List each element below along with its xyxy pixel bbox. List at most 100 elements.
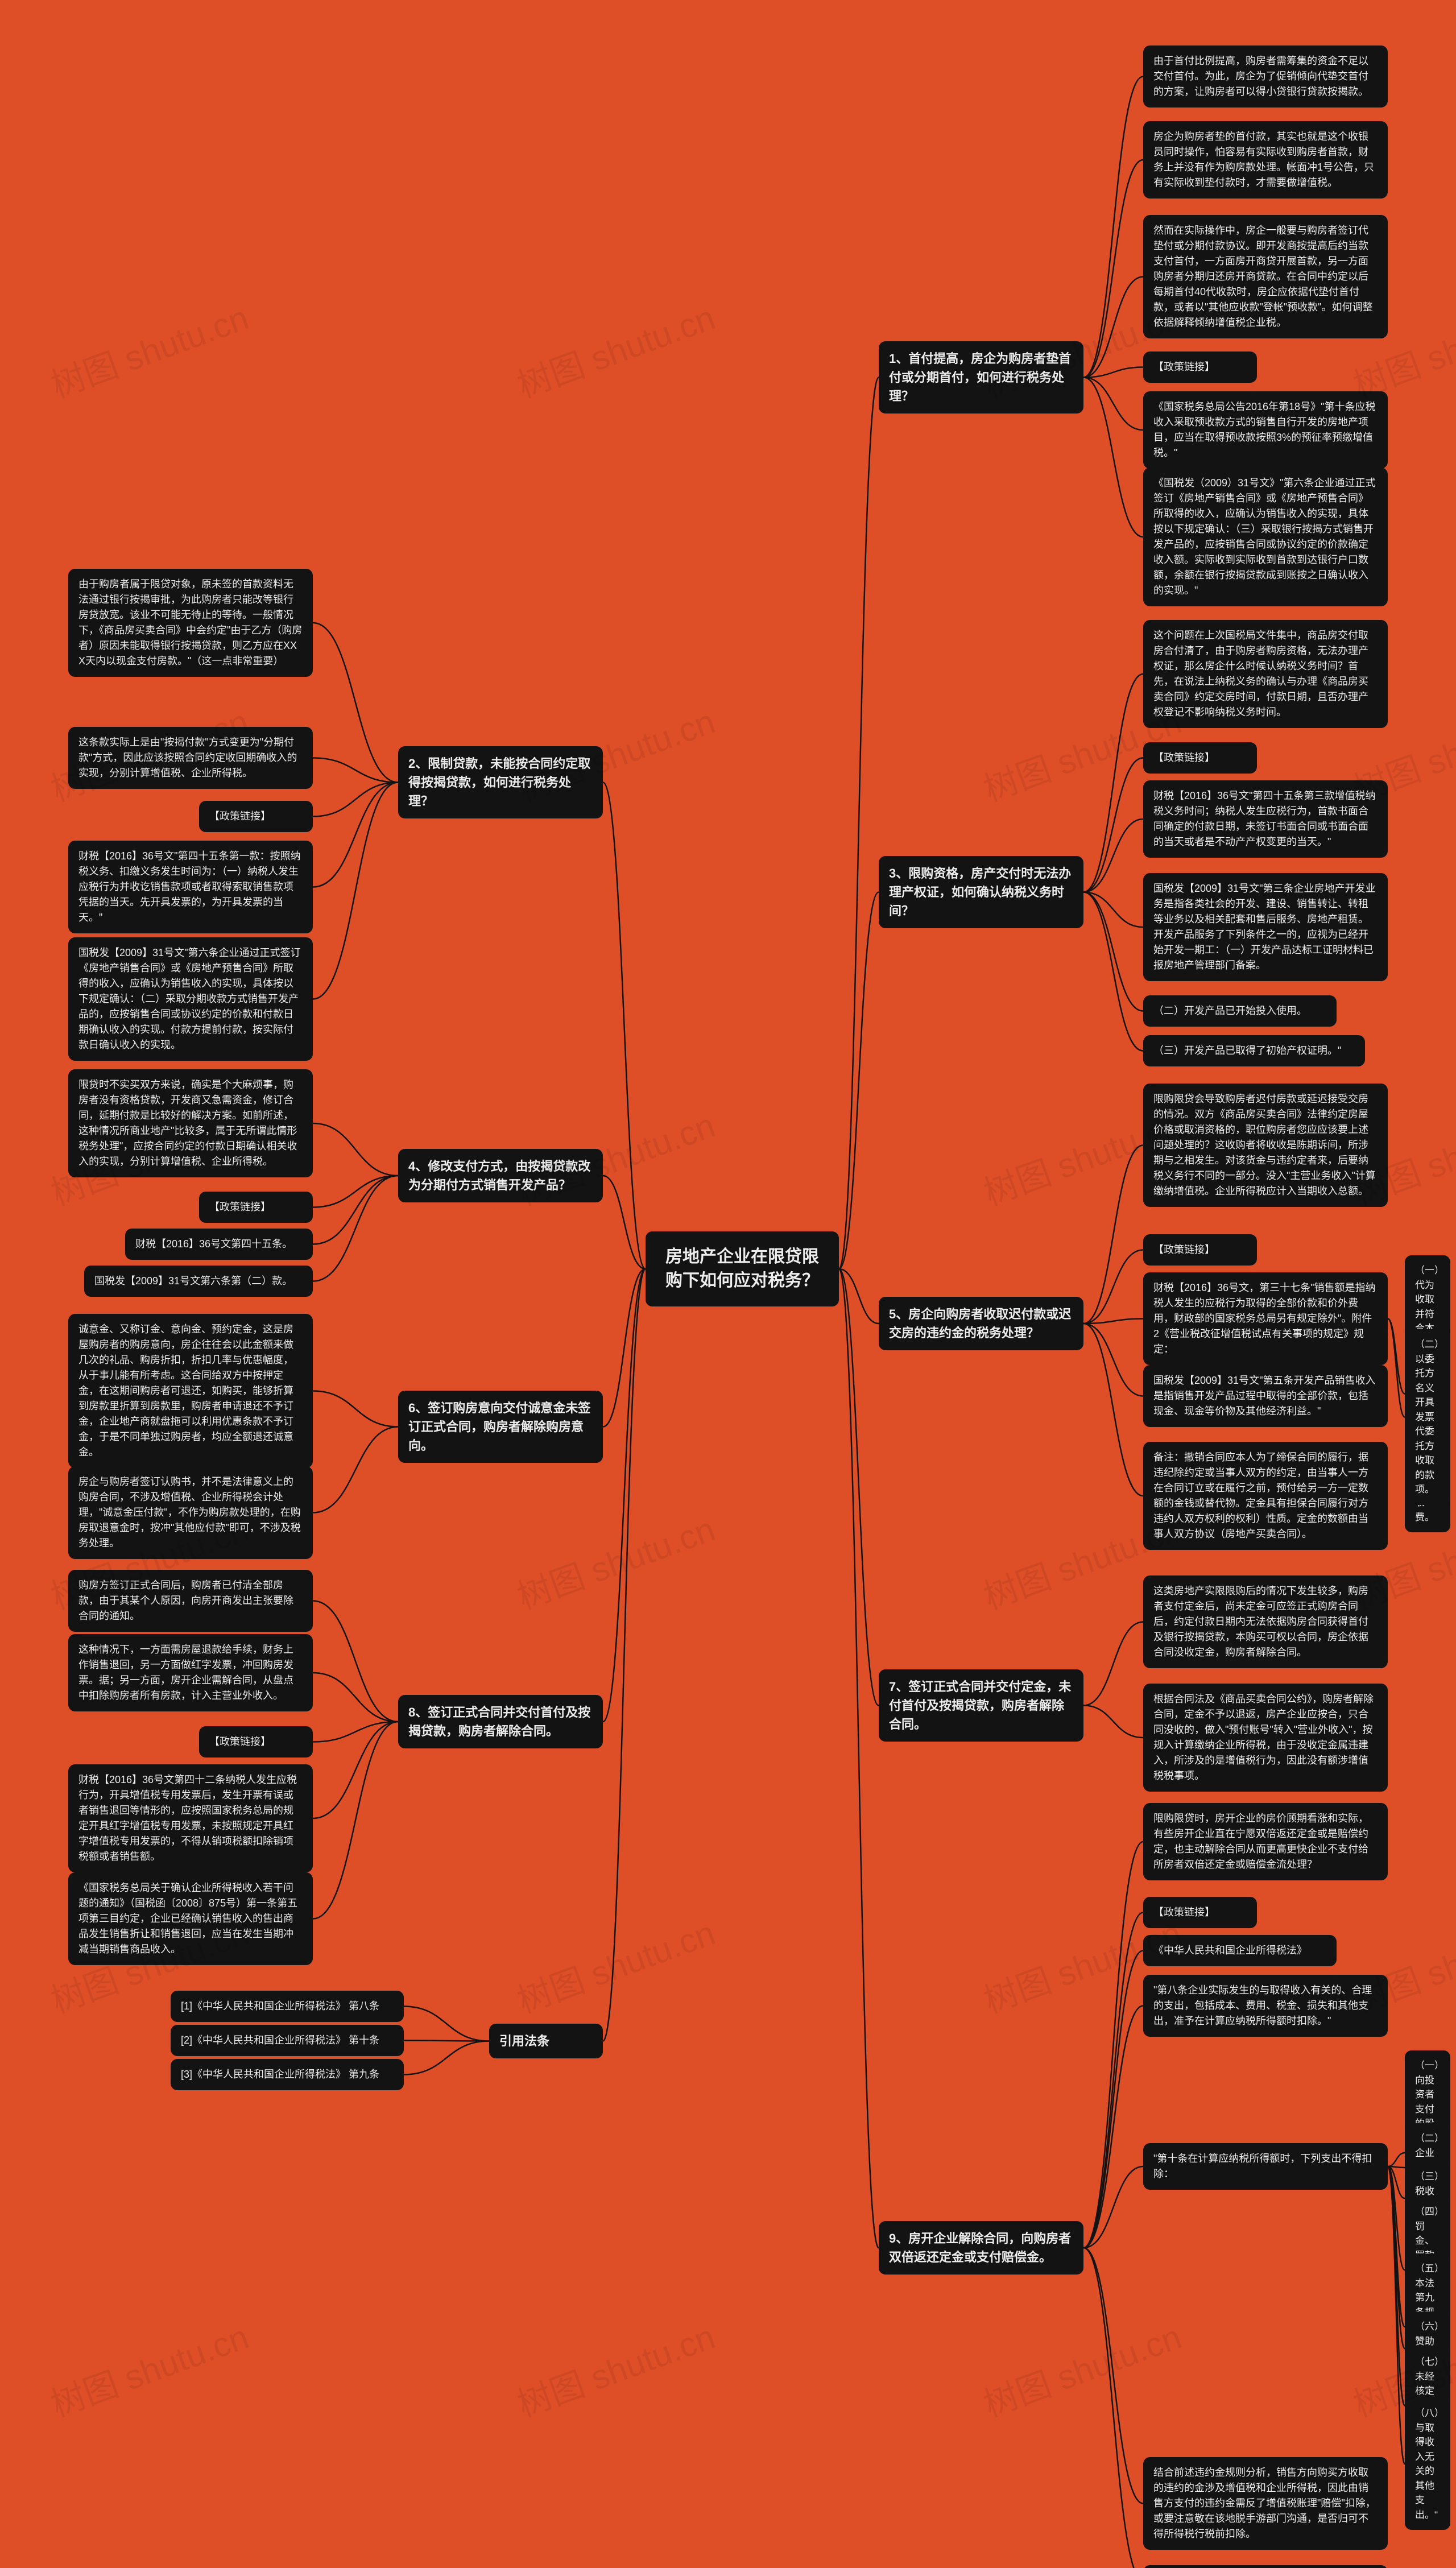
mindmap-node: 3、限购资格，房产交付时无法办理产权证，如何确认纳税义务时间？ bbox=[879, 856, 1083, 928]
mindmap-node: 5、房企向购房者收取迟付款或迟交房的违约金的税务处理？ bbox=[879, 1297, 1083, 1350]
node-text: 6、签订购房意向交付诚意金未签订正式合同，购房者解除购房意向。 bbox=[408, 1401, 590, 1453]
mindmap-node: （二）开发产品已开始投入使用。 bbox=[1143, 995, 1337, 1027]
mindmap-node: 《国家税务总局关于确认企业所得税收入若干问题的通知》（国税函〔2008〕875号… bbox=[68, 1872, 313, 1965]
node-text: 7、签订正式合同并交付定金，未付首付及按揭贷款，购房者解除合同。 bbox=[889, 1680, 1071, 1731]
node-text: 限购限贷时，房开企业的房价顾期看涨和实际，有些房开企业直在宁愿双倍返还定金或是赔… bbox=[1153, 1813, 1368, 1870]
node-text: 然而在实际操作中，房企一般要与购房者签订代垫付或分期付款协议。即开发商按提高后约… bbox=[1153, 225, 1373, 328]
mindmap-node: 国税发【2009】31号文"第六条企业通过正式签订《房地产销售合同》或《房地产预… bbox=[68, 937, 313, 1061]
mindmap-node: 然而在实际操作中，房企一般要与购房者签订代垫付或分期付款协议。即开发商按提高后约… bbox=[1143, 215, 1388, 338]
mindmap-node: 【政策链接】 bbox=[199, 801, 313, 832]
node-text: （二）以委托方名义开具发票代委托方收取的款项。 bbox=[1415, 1339, 1440, 1495]
node-text: 1、首付提高，房企为购房者垫首付或分期首付，如何进行税务处理？ bbox=[889, 352, 1071, 403]
watermark: 树图 shutu.cn bbox=[510, 2309, 721, 2426]
watermark: 树图 shutu.cn bbox=[510, 290, 721, 407]
mindmap-node: 国税发【2009】31号文"第五条开发产品销售收入是指销售开发产品过程中取得的全… bbox=[1143, 1365, 1388, 1427]
node-text: 财税【2016】36号文"第四十五条第一款：按照纳税义务、扣缴义务发生时间为：（… bbox=[78, 850, 300, 923]
node-text: 这个问题在上次国税局文件集中，商品房交付取房合付清了，由于购房者购房资格，无法办… bbox=[1153, 630, 1368, 718]
mindmap-node: 限购限贷时，房开企业的房价顾期看涨和实际，有些房开企业直在宁愿双倍返还定金或是赔… bbox=[1143, 1803, 1388, 1880]
mindmap-node: 财税【2016】36号文"第四十五条第一款：按照纳税义务、扣缴义务发生时间为：（… bbox=[68, 841, 313, 933]
node-text: 财税【2016】36号文，第三十七条"销售额是指纳税人发生的应税行为取得的全部价… bbox=[1153, 1282, 1375, 1355]
mindmap-node: "第十条在计算应纳税所得额时，下列支出不得扣除： bbox=[1143, 2143, 1388, 2190]
mindmap-node: 财税【2016】36号文"第四十五条第三款增值税纳税义务时间；纳税人发生应税行为… bbox=[1143, 780, 1388, 858]
watermark: 树图 shutu.cn bbox=[510, 1905, 721, 2023]
mindmap-node: 总结：限购限贷，房地产企业真应对个税问。 bbox=[1143, 2565, 1388, 2568]
node-text: 这条款实际上是由"按揭付款"方式变更为"分期付款"方式，因此应该按照合同约定收回… bbox=[78, 737, 297, 779]
node-text: 2、限制贷款，未能按合同约定取得按揭贷款，如何进行税务处理？ bbox=[408, 756, 590, 808]
mindmap-node: 限购限贷会导致购房者迟付房款或延迟接受交房的情况。双方《商品房买卖合同》法律约定… bbox=[1143, 1084, 1388, 1207]
node-text: 备注：撤销合同应本人为了缔保合同的履行，据违纪除约定或当事人双方的约定，由当事人… bbox=[1153, 1452, 1368, 1540]
mindmap-node: 结合前述违约金规则分析，销售方向购买方收取的违约的金涉及增值税和企业所得税，因此… bbox=[1143, 2457, 1388, 2550]
mindmap-node: 备注：撤销合同应本人为了缔保合同的履行，据违纪除约定或当事人双方的约定，由当事人… bbox=[1143, 1442, 1388, 1550]
node-text: 限贷时不实买双方来说，确实是个大麻烦事，购房者没有资格贷款，开发商又急需资金，修… bbox=[78, 1079, 297, 1167]
mindmap-node: 财税【2016】36号文，第三十七条"销售额是指纳税人发生的应税行为取得的全部价… bbox=[1143, 1272, 1388, 1365]
node-text: 3、限购资格，房产交付时无法办理产权证，如何确认纳税义务时间？ bbox=[889, 866, 1071, 918]
node-text: 国税发【2009】31号文"第五条开发产品销售收入是指销售开发产品过程中取得的全… bbox=[1153, 1375, 1375, 1417]
node-text: 国税发【2009】31号文"第六条企业通过正式签订《房地产销售合同》或《房地产预… bbox=[78, 947, 300, 1051]
mindmap-node: 由于购房者属于限贷对象，原未签的首款资料无法通过银行按揭审批，为此购房者只能改等… bbox=[68, 569, 313, 677]
node-text: 限购限贷会导致购房者迟付房款或延迟接受交房的情况。双方《商品房买卖合同》法律约定… bbox=[1153, 1093, 1376, 1197]
mindmap-node: [2]《中华人民共和国企业所得税法》 第十条 bbox=[171, 2025, 404, 2056]
node-text: 8、签订正式合同并交付首付及按揭贷款，购房者解除合同。 bbox=[408, 1705, 590, 1738]
node-text: [1]《中华人民共和国企业所得税法》 第八条 bbox=[181, 2000, 379, 2012]
mindmap-node: 9、房开企业解除合同，向购房者双倍返还定金或支付赔偿金。 bbox=[879, 2221, 1083, 2275]
mindmap-node: 财税【2016】36号文第四十二条纳税人发生应税行为，开具增值税专用发票后，发生… bbox=[68, 1764, 313, 1872]
mindmap-node: 这种情况下，一方面需房屋退款给手续，财务上作销售退回，另一方面做红字发票，冲回购… bbox=[68, 1634, 313, 1711]
mindmap-node: （三）开发产品已取得了初始产权证明。" bbox=[1143, 1035, 1365, 1066]
node-text: 由于首付比例提高，购房者需筹集的资金不足以交付首付。为此，房企为了促销倾向代垫交… bbox=[1153, 55, 1368, 97]
mindmap-node: 【政策链接】 bbox=[1143, 352, 1257, 383]
mindmap-node: 《国税发（2009）31号文》"第六条企业通过正式签订《房地产销售合同》或《房地… bbox=[1143, 468, 1388, 606]
mindmap-node: （二）以委托方名义开具发票代委托方收取的款项。 bbox=[1405, 1329, 1450, 1505]
mindmap-node: 国税发【2009】31号文第六条第（二）款。 bbox=[84, 1266, 313, 1297]
node-text: 房企为购房者垫的首付款，其实也就是这个收银员同时操作，怕容易有实际收到购房者首款… bbox=[1153, 131, 1374, 188]
watermark: 树图 shutu.cn bbox=[510, 1502, 721, 1619]
node-text: 房企与购房者签订认购书，并不是法律意义上的购房合同，不涉及增值税、企业所得税会计… bbox=[78, 1476, 301, 1549]
node-text: 《中华人民共和国企业所得税法》 bbox=[1153, 1945, 1307, 1956]
node-text: [2]《中华人民共和国企业所得税法》 第十条 bbox=[181, 2034, 379, 2046]
node-text: 【政策链接】 bbox=[209, 1736, 271, 1747]
mindmap-node: 7、签订正式合同并交付定金，未付首付及按揭贷款，购房者解除合同。 bbox=[879, 1669, 1083, 1742]
node-text: "第十条在计算应纳税所得额时，下列支出不得扣除： bbox=[1153, 2153, 1372, 2180]
node-text: 4、修改支付方式，由按揭贷款改为分期付方式销售开发产品？ bbox=[408, 1159, 590, 1192]
mindmap-node: 购房方签订正式合同后，购房者已付清全部房款，由于其某个人原因，向房开商发出主张要… bbox=[68, 1570, 313, 1632]
watermark: 树图 shutu.cn bbox=[43, 2309, 254, 2426]
mindmap-node: 《中华人民共和国企业所得税法》 bbox=[1143, 1935, 1337, 1966]
mindmap-node: 【政策链接】 bbox=[1143, 1897, 1257, 1928]
mindmap-node: 限贷时不实买双方来说，确实是个大麻烦事，购房者没有资格贷款，开发商又急需资金，修… bbox=[68, 1069, 313, 1177]
mindmap-node: 引用法条 bbox=[489, 2024, 603, 2058]
mindmap-node: 诚意金、又称订金、意向金、预约定金，这是房屋购房者的购房意向，房企往往会以此金额… bbox=[68, 1314, 313, 1468]
mindmap-node: 【政策链接】 bbox=[1143, 742, 1257, 774]
mindmap-node: 房企与购房者签订认购书，并不是法律意义上的购房合同，不涉及增值税、企业所得税会计… bbox=[68, 1466, 313, 1559]
node-text: 《国家税务总局关于确认企业所得税收入若干问题的通知》（国税函〔2008〕875号… bbox=[78, 1882, 297, 1955]
mindmap-node: 1、首付提高，房企为购房者垫首付或分期首付，如何进行税务处理？ bbox=[879, 341, 1083, 413]
mindmap-node: 根据合同法及《商品买卖合同公约》，购房者解除合同，定金不予以退返，房产企业应按合… bbox=[1143, 1684, 1388, 1792]
node-text: 9、房开企业解除合同，向购房者双倍返还定金或支付赔偿金。 bbox=[889, 2231, 1071, 2264]
node-text: （三）开发产品已取得了初始产权证明。" bbox=[1153, 1045, 1341, 1056]
node-text: 【政策链接】 bbox=[1153, 1244, 1215, 1255]
mindmap-node: 房企为购房者垫的首付款，其实也就是这个收银员同时操作，怕容易有实际收到购房者首款… bbox=[1143, 121, 1388, 199]
node-text: 《国税发（2009）31号文》"第六条企业通过正式签订《房地产销售合同》或《房地… bbox=[1153, 477, 1375, 596]
mindmap-node: （八）与取得收入无关的其他支出。" bbox=[1405, 2398, 1450, 2530]
node-text: 【政策链接】 bbox=[1153, 361, 1215, 373]
node-text: 引用法条 bbox=[499, 2034, 549, 2048]
node-text: "第八条企业实际发生的与取得收入有关的、合理的支出，包括成本、费用、税金、损失和… bbox=[1153, 1984, 1372, 2027]
mindmap-node: 【政策链接】 bbox=[199, 1192, 313, 1223]
node-text: 【政策链接】 bbox=[209, 1201, 271, 1213]
node-text: 《国家税务总局公告2016年第18号》"第十条应税收入采取预收款方式的销售自行开… bbox=[1153, 401, 1375, 458]
node-text: 由于购房者属于限贷对象，原未签的首款资料无法通过银行按揭审批，为此购房者只能改等… bbox=[78, 578, 302, 667]
mindmap-node: 2、限制贷款，未能按合同约定取得按揭贷款，如何进行税务处理？ bbox=[398, 746, 603, 818]
mindmap-node: 6、签订购房意向交付诚意金未签订正式合同，购房者解除购房意向。 bbox=[398, 1391, 603, 1463]
mindmap-node: "第八条企业实际发生的与取得收入有关的、合理的支出，包括成本、费用、税金、损失和… bbox=[1143, 1975, 1388, 2037]
node-text: 房地产企业在限贷限购下如何应对税务？ bbox=[665, 1247, 819, 1290]
node-text: 【政策链接】 bbox=[1153, 752, 1215, 763]
watermark: 树图 shutu.cn bbox=[976, 2309, 1187, 2426]
node-text: 根据合同法及《商品买卖合同公约》，购房者解除合同，定金不予以退返，房产企业应按合… bbox=[1153, 1693, 1374, 1781]
mindmap-node: 由于首付比例提高，购房者需筹集的资金不足以交付首付。为此，房企为了促销倾向代垫交… bbox=[1143, 46, 1388, 107]
mindmap-node: 这类房地产实限限购后的情况下发生较多，购房者支付定金后，尚未定金可应签正式购房合… bbox=[1143, 1575, 1388, 1668]
node-text: 国税发【2009】31号文"第三条企业房地产开发业务是指各类社会的开发、建设、销… bbox=[1153, 883, 1375, 971]
mindmap-node: 【政策链接】 bbox=[1143, 1234, 1257, 1266]
node-text: 财税【2016】36号文"第四十五条第三款增值税纳税义务时间；纳税人发生应税行为… bbox=[1153, 790, 1375, 847]
node-text: 【政策链接】 bbox=[209, 810, 271, 822]
node-text: （二）开发产品已开始投入使用。 bbox=[1153, 1005, 1307, 1016]
node-text: 结合前述违约金规则分析，销售方向购买方收取的违约的金涉及增值税和企业所得税，因此… bbox=[1153, 2467, 1376, 2540]
node-text: 诚意金、又称订金、意向金、预约定金，这是房屋购房者的购房意向，房企往往会以此金额… bbox=[78, 1324, 293, 1458]
